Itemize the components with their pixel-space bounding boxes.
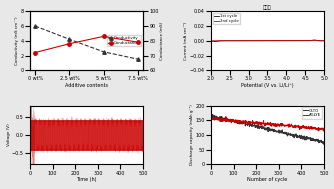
AGLYE bbox=[263, 125, 267, 127]
AGLYE bbox=[271, 123, 275, 125]
2nd cycle bbox=[311, 39, 315, 41]
Conductance bbox=[102, 35, 106, 37]
Y-axis label: Discharge capacity (mAh g⁻¹): Discharge capacity (mAh g⁻¹) bbox=[190, 105, 194, 165]
Line: 1st cycle: 1st cycle bbox=[211, 40, 324, 42]
2nd cycle bbox=[255, 40, 259, 42]
AGLYE bbox=[224, 115, 228, 118]
1st cycle bbox=[255, 40, 259, 42]
AGLYE bbox=[322, 128, 326, 130]
Conductivity bbox=[67, 38, 71, 40]
Y-axis label: Conductivity (mS cm⁻¹): Conductivity (mS cm⁻¹) bbox=[15, 16, 19, 65]
2nd cycle bbox=[259, 40, 263, 42]
1st cycle bbox=[213, 40, 217, 43]
2nd cycle bbox=[322, 40, 326, 42]
Y-axis label: Current (mA cm⁻²): Current (mA cm⁻²) bbox=[184, 22, 188, 60]
2nd cycle bbox=[209, 40, 213, 42]
X-axis label: Time (h): Time (h) bbox=[76, 177, 97, 182]
AGLYE bbox=[277, 123, 281, 125]
Legend: GLTO, AGLYE: GLTO, AGLYE bbox=[302, 108, 322, 119]
Conductance bbox=[136, 41, 140, 43]
GLTO bbox=[319, 139, 323, 141]
AGLYE bbox=[209, 119, 213, 122]
X-axis label: Potential (V vs. Li/Li⁺): Potential (V vs. Li/Li⁺) bbox=[241, 83, 294, 88]
Title: 리튬리: 리튬리 bbox=[263, 5, 272, 10]
2nd cycle bbox=[220, 40, 224, 42]
X-axis label: Number of cycle: Number of cycle bbox=[247, 177, 288, 182]
GLTO bbox=[270, 128, 274, 131]
Conductance bbox=[67, 43, 71, 45]
AGLYE bbox=[321, 130, 325, 132]
Conductivity bbox=[33, 25, 37, 27]
GLTO bbox=[302, 136, 306, 138]
GLTO bbox=[209, 113, 213, 115]
Legend: 1st cycle, 2nd cycle: 1st cycle, 2nd cycle bbox=[213, 13, 240, 24]
Line: AGLYE: AGLYE bbox=[211, 117, 324, 131]
Line: 2nd cycle: 2nd cycle bbox=[211, 40, 324, 41]
1st cycle bbox=[220, 40, 224, 42]
1st cycle bbox=[299, 40, 303, 42]
GLTO bbox=[322, 141, 326, 143]
1st cycle bbox=[259, 40, 263, 42]
1st cycle bbox=[297, 40, 301, 42]
GLTO bbox=[263, 128, 267, 130]
1st cycle bbox=[287, 40, 291, 42]
2nd cycle bbox=[297, 40, 301, 42]
Conductivity bbox=[102, 51, 106, 53]
Legend: Conductivity, Conductance: Conductivity, Conductance bbox=[107, 35, 141, 46]
GLTO bbox=[322, 143, 326, 145]
2nd cycle bbox=[299, 40, 303, 42]
AGLYE bbox=[264, 122, 268, 124]
AGLYE bbox=[320, 128, 324, 130]
X-axis label: Additive contents: Additive contents bbox=[65, 83, 108, 88]
Line: Conductance: Conductance bbox=[33, 35, 140, 54]
Conductance bbox=[33, 51, 37, 54]
2nd cycle bbox=[287, 40, 291, 42]
AGLYE bbox=[302, 125, 306, 127]
GLTO bbox=[276, 130, 280, 132]
Y-axis label: Conductance (mS): Conductance (mS) bbox=[160, 22, 164, 60]
Line: GLTO: GLTO bbox=[211, 114, 324, 144]
1st cycle bbox=[313, 39, 317, 41]
1st cycle bbox=[322, 40, 326, 42]
1st cycle bbox=[209, 40, 213, 42]
Y-axis label: Voltage (V): Voltage (V) bbox=[7, 124, 11, 146]
Line: Conductivity: Conductivity bbox=[33, 24, 140, 61]
Conductivity bbox=[136, 58, 140, 60]
GLTO bbox=[264, 128, 268, 130]
